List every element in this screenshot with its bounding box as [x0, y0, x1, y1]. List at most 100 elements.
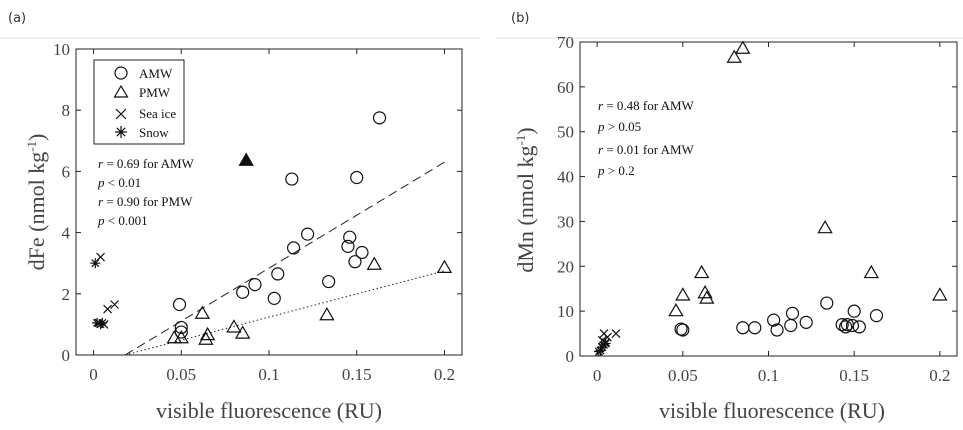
panel-b-point-sea-ice	[611, 329, 621, 338]
panel-a-point-pmw	[199, 326, 216, 341]
panel-b-label: (b)	[511, 11, 529, 26]
legend-triangle-marker	[113, 84, 129, 98]
panel-b-point-pmw	[668, 302, 684, 317]
panel-a-point-amw	[350, 170, 364, 185]
panel-b-point-sea-ice	[602, 332, 612, 342]
panel-b-point-amw	[767, 313, 781, 327]
panel-a-x-tick-label: 0.15	[342, 365, 372, 384]
panel-b-y-tick-label: 50	[557, 123, 574, 142]
panel-b-point-amw	[785, 306, 800, 320]
panel-a-point-pmw-filled	[238, 152, 254, 166]
panel-a-point-pmw	[436, 259, 453, 273]
panel-b-ticks: 0 0.05 0.1 0.15 0.2 0 10 20 30 40 50 60 70	[557, 33, 957, 385]
panel-a-point-pmw	[194, 305, 211, 319]
legend-label-pmw: PMW	[139, 85, 171, 100]
legend-label-amw: AMW	[139, 66, 173, 81]
panel-a-point-pmw	[319, 307, 335, 321]
panel-b-point-amw	[770, 323, 784, 337]
panel-b-point-amw	[820, 296, 834, 310]
panel-b-x-tick-label: 0.1	[758, 366, 779, 385]
panel-b-point-amw	[784, 318, 798, 333]
panel-b-point-amw	[736, 321, 750, 335]
panel-a-point-pmw	[366, 256, 382, 270]
panel-a-point-snow	[97, 317, 108, 328]
panel-a-point-amw	[343, 230, 357, 244]
panel-b-annotation-4: p > 0.2	[597, 163, 635, 178]
panel-a-label: (a)	[8, 11, 26, 26]
panel-a-fit-lines	[124, 161, 445, 356]
panel-b-x-axis-title: visible fluorescence (RU)	[659, 398, 885, 423]
legend-asterisk-marker	[115, 126, 127, 138]
panel-b-point-pmw	[735, 40, 751, 54]
panel-b-annotations: r = 0.48 for AMW p > 0.05 r = 0.01 for A…	[597, 98, 695, 178]
panel-a-point-pmw	[173, 329, 189, 344]
panel-a-x-axis-title: visible fluorescence (RU)	[156, 398, 382, 423]
legend-label-sea-ice: Sea ice	[139, 106, 176, 121]
panel-a-point-sea-ice	[103, 304, 113, 314]
panel-b-point-amw	[799, 315, 813, 329]
panel-a-point-pmw	[226, 319, 242, 333]
panel-b-point-pmw	[726, 49, 742, 63]
panel-b-y-tick-label: 40	[557, 168, 574, 187]
panel-a-fit-line-dotted	[124, 270, 445, 356]
panel-a-y-tick-label: 6	[62, 162, 71, 181]
panel-a-point-pmw	[234, 325, 251, 339]
panel-a-point-amw	[355, 245, 369, 260]
panel-b-x-tick-label: 0	[593, 366, 602, 385]
panel-b-y-tick-label: 60	[557, 78, 574, 97]
panel-b-point-amw	[748, 321, 762, 335]
legend: AMW PMW Sea ice Snow	[93, 59, 185, 145]
panel-b-y-axis-title: dMn (nmol kg-1)	[513, 127, 538, 272]
panel-a-y-tick-label: 0	[62, 346, 71, 365]
panel-a-point-sea-ice	[110, 300, 120, 309]
panel-b-point-snow	[595, 345, 606, 356]
panel-a-annotation-2: p < 0.01	[97, 175, 141, 190]
panel-a-ticks: 0 0.05 0.1 0.15 0.2 0 2 4 6 8 10	[53, 40, 462, 384]
panel-a-point-sea-ice	[96, 252, 105, 262]
panel-b-x-tick-label: 0.15	[839, 366, 869, 385]
panel-b-y-tick-label: 0	[566, 347, 575, 366]
panel-b-x-tick-label: 0.05	[668, 366, 698, 385]
panel-a-point-amw	[285, 172, 299, 186]
panel-a-point-amw	[348, 255, 362, 269]
panel-b-point-amw	[835, 318, 849, 332]
panel-a-point-amw	[301, 227, 315, 241]
panel-a-annotation-3: r = 0.90 for PMW	[98, 194, 193, 209]
panel-a-point-amw	[271, 267, 285, 281]
panel-b-annotation-1: r = 0.48 for AMW	[598, 98, 695, 113]
panel-b-y-tick-label: 10	[557, 302, 574, 321]
panel-b-point-amw	[847, 304, 861, 318]
legend-x-marker	[115, 108, 127, 120]
panel-a-x-tick-label: 0.1	[258, 365, 279, 384]
panel-a-x-tick-label: 0.2	[434, 365, 455, 384]
panel-a-point-amw	[267, 291, 281, 305]
panel-a-annotations: r = 0.69 for AMW p < 0.01 r = 0.90 for P…	[97, 156, 195, 228]
panel-a-point-amw	[286, 241, 301, 255]
panel-a-data-points	[90, 111, 453, 345]
panel-b-point-pmw	[932, 287, 948, 301]
panel-a-point-pmw	[198, 331, 214, 345]
panel-b-point-amw	[839, 320, 853, 334]
panel-a-point-amw	[172, 297, 187, 312]
panel-a-point-amw	[341, 239, 355, 253]
panel-a-y-tick-label: 2	[62, 285, 71, 304]
panel-b-point-amw	[674, 322, 688, 336]
panel-b-point-pmw	[697, 284, 713, 299]
panel-b-point-pmw	[863, 264, 880, 279]
panel-a-x-tick-label: 0.05	[166, 365, 196, 384]
panel-a-point-snow	[90, 258, 101, 269]
panel-a-annotation-4: p < 0.001	[97, 213, 148, 228]
panel-b-point-amw	[676, 323, 690, 337]
panel-b-point-snow	[600, 338, 611, 349]
panel-b-y-tick-label: 30	[557, 212, 574, 231]
legend-label-snow: Snow	[139, 125, 169, 140]
panel-b-point-pmw	[693, 264, 710, 279]
panel-b-point-amw	[869, 309, 884, 323]
panel-b-point-amw	[852, 320, 866, 334]
legend-box	[93, 59, 185, 145]
panel-a-annotation-1: r = 0.69 for AMW	[98, 156, 195, 171]
panel-b-annotation-3: r = 0.01 for AMW	[598, 142, 695, 157]
panel-b-plot-frame	[579, 41, 958, 357]
panel-b-y-tick-label: 70	[557, 33, 574, 52]
